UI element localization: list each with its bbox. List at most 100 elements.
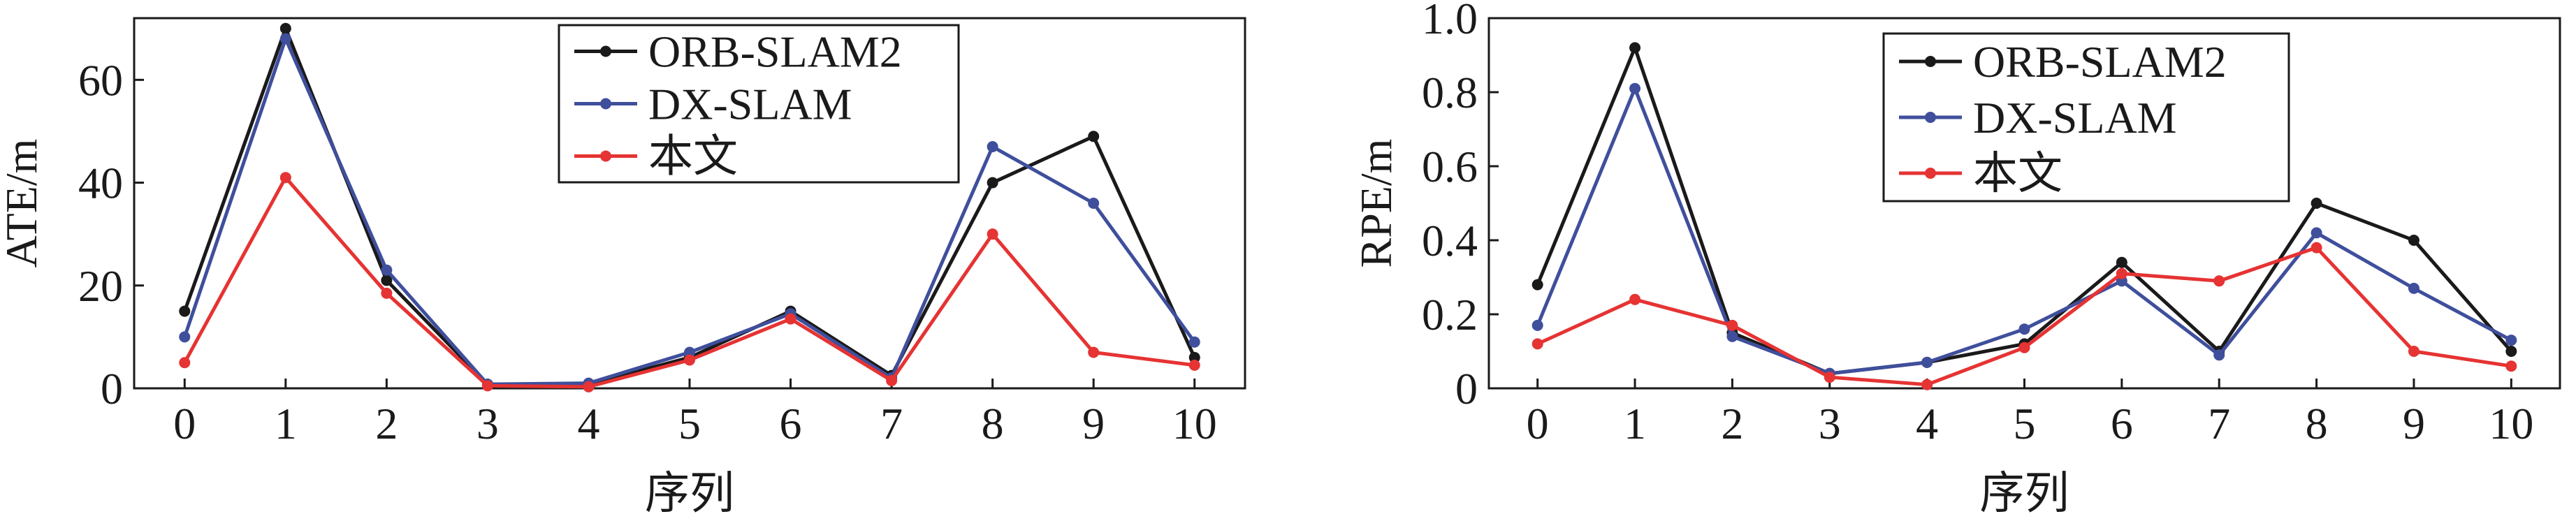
y-axis-title: RPE/m [1351, 139, 1401, 268]
x-tick-label: 10 [2489, 399, 2533, 448]
legend-swatch-marker [1925, 112, 1936, 123]
legend-swatch-marker [1925, 168, 1936, 179]
legend-label: ORB-SLAM2 [1973, 37, 2227, 87]
data-point [1921, 356, 1933, 368]
x-tick-label: 4 [577, 399, 599, 448]
data-point [279, 22, 291, 34]
x-tick-label: 8 [2306, 399, 2328, 448]
x-tick-label: 4 [1916, 399, 1938, 448]
data-point [2213, 275, 2225, 287]
data-point [1531, 338, 1543, 350]
data-point [279, 172, 291, 184]
x-tick-label: 9 [1082, 399, 1105, 448]
y-tick-label: 20 [78, 261, 123, 311]
data-point [1188, 351, 1200, 363]
data-point [785, 313, 796, 325]
x-tick-label: 6 [2111, 399, 2133, 448]
data-point [381, 274, 393, 286]
data-point [279, 33, 291, 45]
data-point [2116, 256, 2127, 268]
data-point [1921, 379, 1933, 390]
data-point [2505, 335, 2517, 346]
data-point [987, 228, 998, 240]
x-tick-label: 2 [1721, 399, 1743, 448]
x-tick-label: 7 [2208, 399, 2230, 448]
data-point [1188, 336, 1200, 348]
data-point [1531, 319, 1543, 331]
data-point [2018, 342, 2030, 353]
data-point [179, 305, 191, 317]
legend-swatch-marker [1925, 56, 1936, 67]
chart-panel-1: 0 1 2 3 4 5 6 7 8 9 10 0 20 40 60 序列 ATE/m ORB-SLAM2DX-SL… [0, 17, 1246, 518]
legend-swatch-marker [600, 98, 611, 110]
data-point [2408, 235, 2419, 246]
data-point [987, 141, 998, 153]
y-tick-label: 0 [101, 364, 123, 413]
data-point [179, 331, 191, 343]
y-tick-label: 40 [78, 159, 123, 208]
data-point [1531, 279, 1543, 291]
data-point [886, 374, 898, 386]
x-tick-label: 10 [1172, 399, 1217, 448]
data-point [481, 380, 493, 392]
data-point [1629, 42, 1641, 54]
series-line-3 [1536, 245, 2512, 387]
data-point [684, 346, 695, 358]
x-tick-label: 1 [1624, 399, 1646, 448]
x-axis-title: 序列 [1980, 469, 2069, 518]
x-tick-label: 0 [1527, 399, 1549, 448]
x-tick-label: 5 [2014, 399, 2036, 448]
y-tick-label: 0.8 [1422, 68, 1478, 117]
y-tick-label: 1.0 [1422, 0, 1478, 43]
data-point [1629, 82, 1641, 94]
data-point [1088, 131, 1100, 142]
legend-label: 本文 [648, 132, 738, 182]
data-point [2018, 323, 2030, 335]
data-point [684, 354, 695, 366]
x-tick-label: 7 [880, 399, 903, 448]
data-point [1088, 198, 1100, 209]
y-tick-label: 0.2 [1422, 290, 1478, 339]
x-tick-label: 0 [173, 399, 196, 448]
legend-label: DX-SLAM [648, 80, 852, 129]
chart-panel-2: 0 1 2 3 4 5 6 7 8 9 10 0 0.2 0.4 0.6 0.8 1.0 序列 RPE/m ORB-S… [1351, 0, 2561, 518]
data-point [2505, 360, 2517, 372]
x-tick-label: 8 [982, 399, 1004, 448]
legend-swatch-marker [600, 150, 611, 162]
data-point [2408, 282, 2419, 294]
data-point [1088, 346, 1100, 358]
data-point [2213, 349, 2225, 361]
y-axis-title: ATE/m [0, 139, 46, 268]
data-point [2116, 267, 2127, 279]
legend-label: ORB-SLAM2 [648, 27, 902, 77]
data-point [179, 357, 191, 369]
data-point [987, 177, 998, 189]
data-point [1726, 330, 1738, 342]
data-point [381, 264, 393, 276]
y-tick-label: 0.4 [1422, 216, 1478, 265]
x-tick-label: 6 [780, 399, 802, 448]
data-point [1188, 359, 1200, 371]
y-tick-label: 60 [78, 55, 123, 105]
legend-label: 本文 [1973, 149, 2062, 198]
x-tick-label: 5 [678, 399, 701, 448]
data-point [381, 287, 393, 299]
data-point [583, 381, 595, 393]
x-tick-label: 2 [375, 399, 398, 448]
data-point [2408, 346, 2419, 357]
data-point [1629, 293, 1641, 305]
x-tick-label: 1 [275, 399, 297, 448]
y-tick-label: 0 [1455, 364, 1478, 413]
legend-swatch-marker [600, 45, 611, 57]
legend-label: DX-SLAM [1973, 93, 2177, 142]
x-axis-title: 序列 [645, 469, 734, 518]
x-tick-label: 3 [476, 399, 499, 448]
data-point [2505, 346, 2517, 357]
x-tick-label: 9 [2403, 399, 2425, 448]
data-point [2311, 227, 2322, 239]
y-tick-label: 0.6 [1422, 142, 1478, 191]
data-point [1824, 372, 1835, 383]
legend: ORB-SLAM2 DX-SLAM 本文 [1882, 32, 2290, 203]
